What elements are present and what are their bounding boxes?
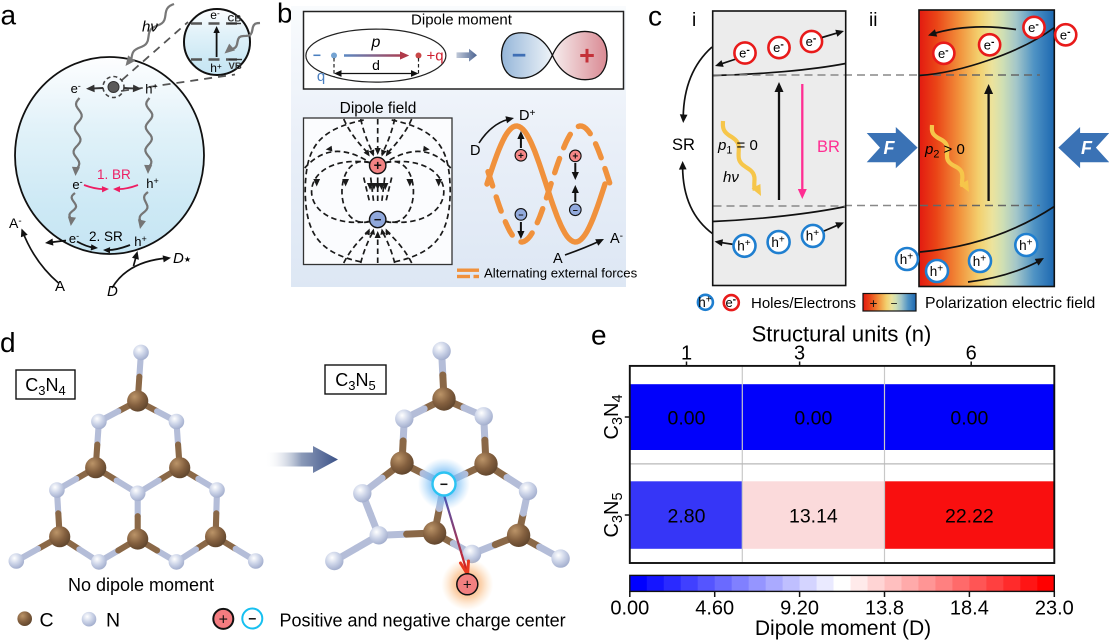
svg-text:−: − [512,42,527,70]
svg-text:q: q [317,68,325,85]
svg-text:2. SR: 2. SR [89,229,123,244]
svg-text:+: + [463,577,472,594]
svg-text:SR: SR [672,136,695,154]
svg-text:2.80: 2.80 [668,505,706,527]
svg-text:h+: h+ [210,61,222,75]
svg-text:e-: e- [210,8,220,22]
svg-text:e-: e- [739,45,750,61]
svg-text:e-: e- [1028,20,1039,36]
svg-text:Dipole moment (D): Dipole moment (D) [755,617,931,640]
svg-text:4.60: 4.60 [695,598,734,620]
svg-text:No dipole moment: No dipole moment [68,575,214,595]
svg-text:−: − [573,205,578,215]
svg-text:+: + [374,157,382,173]
svg-text:+: + [518,151,524,162]
svg-text:D: D [470,143,480,159]
svg-text:13.8: 13.8 [865,598,904,620]
svg-text:F: F [884,138,896,158]
svg-text:e-: e- [725,295,736,311]
svg-text:hν: hν [723,169,739,186]
svg-text:e-: e- [69,231,79,246]
svg-text:6: 6 [966,343,977,365]
svg-text:p1 = 0: p1 = 0 [717,137,758,157]
svg-text:BR: BR [817,138,840,156]
svg-text:b: b [277,0,293,29]
svg-text:3: 3 [794,343,805,365]
svg-text:F: F [1081,138,1093,158]
svg-text:+: + [572,152,578,163]
svg-text:18.4: 18.4 [950,598,989,620]
svg-text:N: N [106,610,120,632]
svg-text:C: C [40,610,54,632]
svg-text:Structural units (n): Structural units (n) [752,322,932,347]
svg-text:0.00: 0.00 [668,408,706,430]
svg-text:+: + [219,612,228,629]
svg-text:VB: VB [229,61,242,72]
svg-text:−: − [890,297,897,311]
svg-text:CB: CB [228,14,242,25]
svg-text:A: A [55,278,65,295]
svg-text:e-: e- [938,45,949,61]
svg-text:D: D [107,283,118,300]
svg-text:D★: D★ [173,250,191,267]
svg-text:+: + [870,296,878,311]
svg-text:e: e [591,320,607,351]
svg-text:A: A [553,251,563,267]
svg-text:0.00: 0.00 [610,598,649,620]
svg-text:23.0: 23.0 [1035,598,1074,620]
svg-text:0.00: 0.00 [794,408,832,430]
svg-text:−: − [313,47,321,63]
svg-text:13.14: 13.14 [789,505,838,527]
svg-text:Holes/Electrons: Holes/Electrons [751,295,856,312]
svg-text:e-: e- [71,81,81,96]
svg-text:1. BR: 1. BR [97,167,131,182]
svg-text:hν: hν [142,19,158,36]
svg-text:−: − [248,611,256,627]
svg-text:d: d [0,327,16,358]
svg-text:e-: e- [984,37,995,53]
svg-text:c: c [648,1,662,32]
svg-text:Polarization electric field: Polarization electric field [925,295,1095,312]
svg-text:ii: ii [869,10,877,31]
svg-text:9.20: 9.20 [780,598,819,620]
svg-text:a: a [1,0,17,31]
svg-text:−: − [440,476,448,492]
svg-text:+: + [579,41,595,71]
svg-text:d: d [372,57,380,73]
svg-text:+q: +q [426,48,443,65]
svg-text:C3N4: C3N4 [25,375,65,398]
svg-text:Dipole field: Dipole field [340,100,417,117]
svg-text:e-: e- [806,34,817,50]
svg-text:−: − [518,210,523,220]
svg-text:p2 > 0: p2 > 0 [924,141,965,161]
svg-text:0.00: 0.00 [950,408,988,430]
svg-text:p: p [371,34,381,51]
svg-text:Positive and negative charge c: Positive and negative charge center [280,611,566,631]
svg-text:1: 1 [681,343,692,365]
svg-text:Alternating external forces: Alternating external forces [484,266,638,281]
svg-text:e-: e- [72,177,82,192]
svg-text:22.22: 22.22 [945,505,994,527]
svg-text:Dipole moment: Dipole moment [411,12,513,29]
svg-text:e-: e- [1060,27,1071,43]
svg-text:−: − [374,212,382,227]
svg-text:i: i [692,10,696,31]
svg-text:e-: e- [773,40,784,56]
svg-text:C3N5: C3N5 [335,370,375,393]
